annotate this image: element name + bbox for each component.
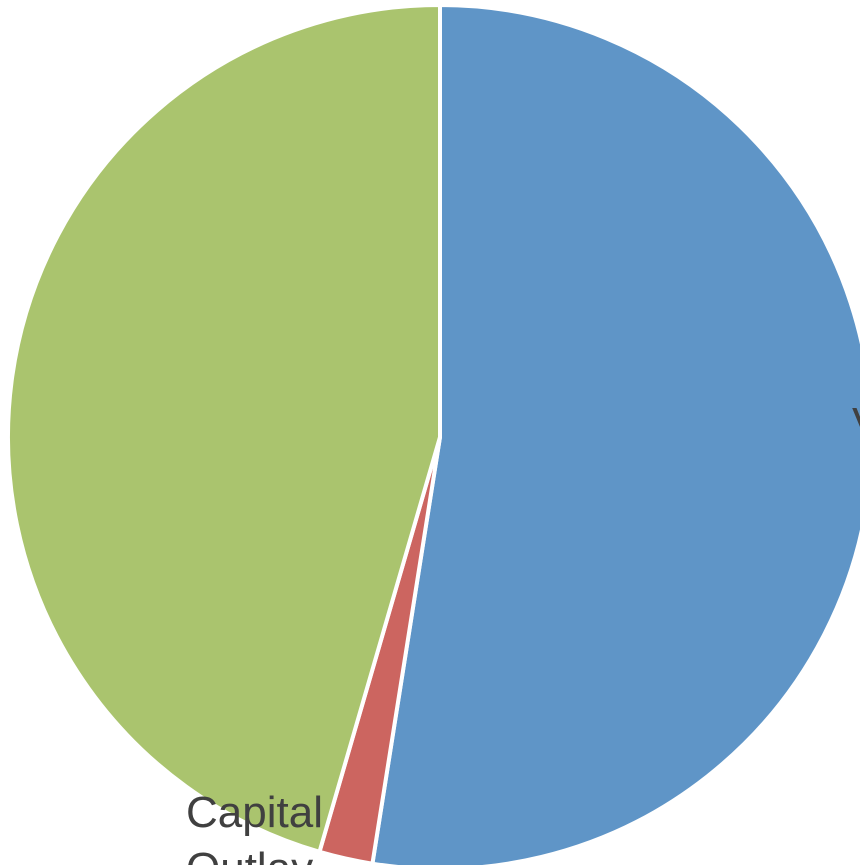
pie-labels: V Capital Outlay	[186, 399, 860, 865]
pie-slices	[6, 3, 860, 865]
slice-label-1-line-0: Capital	[186, 788, 323, 837]
slice-label-1: Capital Outlay	[186, 788, 323, 865]
pie-slice-0	[370, 3, 860, 865]
slice-label-0-line-0: V	[852, 399, 860, 448]
pie-slice-2	[6, 3, 442, 854]
slice-label-0: V	[852, 399, 860, 448]
slice-label-1-line-1: Outlay	[186, 844, 313, 865]
